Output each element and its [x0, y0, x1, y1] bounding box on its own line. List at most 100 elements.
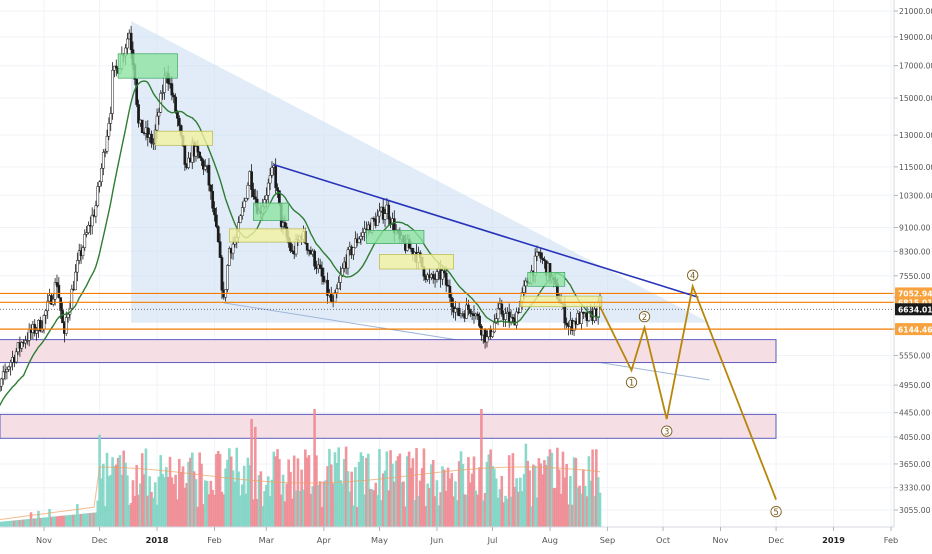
volume-bar: [50, 516, 53, 527]
volume-bar: [163, 477, 166, 527]
volume-bar: [181, 466, 185, 527]
volume-bar: [437, 505, 441, 527]
volume-bar: [474, 490, 478, 527]
volume-bar: [483, 493, 487, 527]
volume-bar: [452, 496, 455, 527]
volume-bar: [519, 477, 522, 527]
volume-bar: [431, 459, 435, 527]
volume-bar: [102, 463, 105, 527]
volume-bar: [26, 519, 29, 527]
volume-bar: [411, 458, 415, 527]
volume-bar: [166, 477, 170, 527]
candle-body: [337, 282, 341, 290]
volume-bar: [428, 488, 431, 527]
volume-bar: [272, 451, 276, 527]
volume-bar: [105, 452, 109, 527]
volume-bar: [239, 495, 242, 527]
volume-bar: [124, 462, 127, 527]
candle-body: [98, 181, 101, 187]
volume-bar: [268, 496, 272, 527]
volume-bar: [37, 510, 40, 527]
volume-bar: [77, 514, 81, 527]
volume-bar: [33, 518, 37, 527]
volume-bar: [74, 514, 77, 527]
candle-body: [90, 214, 94, 227]
descending-trendline: [273, 163, 699, 298]
candle-body: [46, 300, 50, 312]
volume-bar: [389, 450, 392, 527]
volume-bar: [126, 475, 129, 527]
volume-bar: [291, 498, 294, 527]
candle-body: [240, 207, 244, 217]
candle-body: [363, 228, 366, 233]
candle-body: [448, 286, 452, 298]
candle-body: [283, 222, 287, 228]
volume-bar: [461, 463, 465, 527]
volume-bar: [595, 449, 598, 527]
y-tick-label: 9100.00: [899, 223, 931, 232]
volume-bar: [79, 513, 83, 527]
volume-bar: [287, 459, 290, 527]
candle-body: [431, 274, 435, 279]
volume-bar: [150, 491, 153, 527]
candle-body: [494, 318, 498, 324]
volume-bar: [370, 489, 374, 527]
volume-bar: [502, 502, 505, 527]
volume-bar: [374, 482, 378, 527]
volume-bar: [448, 478, 452, 527]
volume-bar: [496, 497, 500, 527]
volume-bar: [16, 520, 20, 527]
volume-bar: [557, 469, 561, 527]
candle-body: [85, 232, 88, 235]
volume-bar: [220, 491, 224, 527]
volume-bar: [155, 504, 159, 527]
volume-bar: [363, 494, 366, 527]
volume-bar: [103, 506, 107, 527]
volume-bar: [27, 519, 31, 527]
candle-body: [105, 135, 109, 152]
volume-bar: [133, 495, 137, 527]
volume-bar: [14, 520, 18, 527]
volume-bar: [57, 516, 61, 527]
volume-bar: [367, 453, 370, 527]
candle-body: [198, 151, 202, 159]
volume-bar: [107, 476, 111, 527]
volume-bar: [90, 512, 94, 527]
volume-bar: [329, 464, 333, 527]
candle-body: [74, 271, 77, 291]
volume-bar: [528, 470, 531, 527]
x-tick-label: 2019: [822, 535, 845, 545]
volume-bar: [200, 463, 203, 527]
volume-bar: [596, 477, 600, 527]
volume-bar: [89, 513, 92, 527]
x-tick-label: Nov: [36, 535, 52, 545]
volume-bar: [359, 452, 363, 527]
volume-bar: [531, 464, 535, 527]
volume-bar: [216, 451, 220, 527]
volume-bar: [83, 513, 87, 527]
volume-bar: [218, 454, 222, 527]
candle-body: [0, 385, 1, 392]
candle-body: [66, 313, 70, 318]
candle-body: [376, 215, 379, 226]
volume-bar: [376, 495, 379, 527]
volume-bar: [355, 506, 359, 527]
volume-bar: [235, 447, 239, 527]
y-tick-label: 17000.00: [899, 62, 932, 71]
volume-bar: [313, 409, 316, 527]
volume-bar: [535, 497, 539, 527]
volume-bar: [552, 488, 555, 527]
candle-body: [535, 251, 539, 257]
green-consolidation-box: [253, 202, 289, 221]
volume-bar: [468, 482, 472, 527]
volume-bar: [298, 490, 302, 527]
volume-bar: [266, 476, 270, 527]
volume-bar: [372, 490, 376, 527]
volume-bar: [506, 498, 509, 527]
candle-body: [155, 115, 159, 131]
volume-bar: [465, 494, 468, 527]
candle-body: [53, 282, 57, 300]
